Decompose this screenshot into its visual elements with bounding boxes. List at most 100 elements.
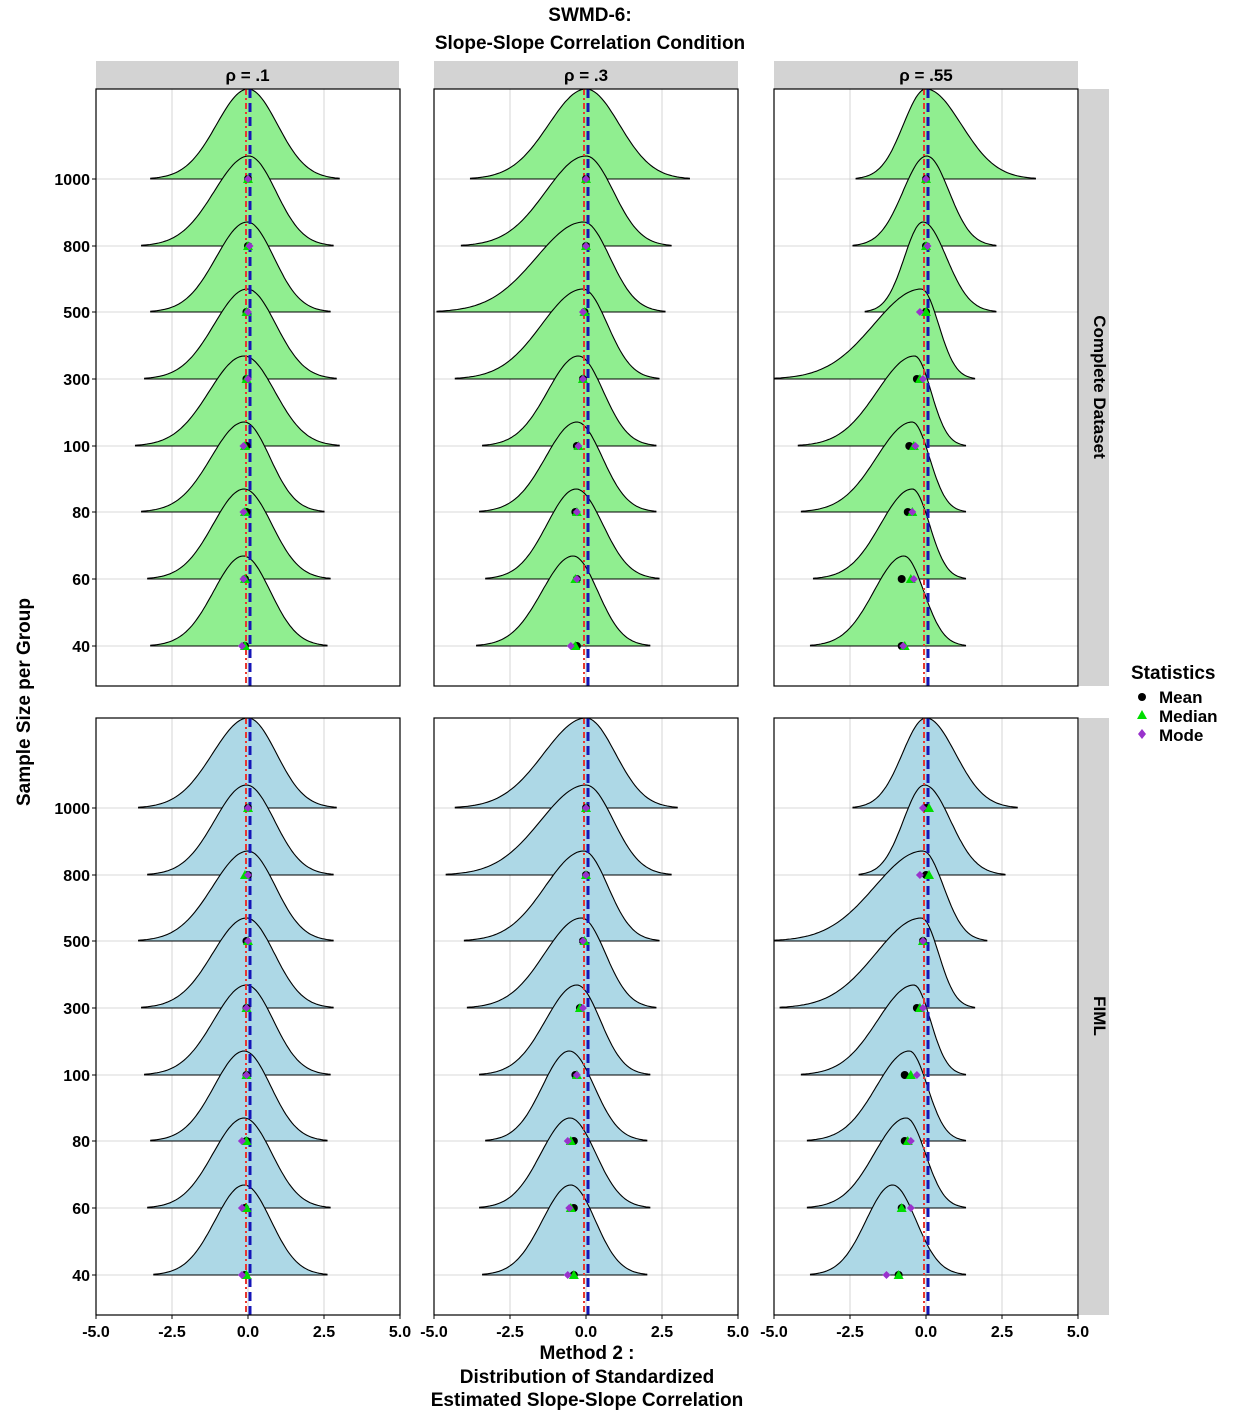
panel-r2-c1 <box>92 717 401 1319</box>
panel-r1-c1 <box>92 88 401 687</box>
mode-point <box>572 508 581 516</box>
mode-point <box>582 804 590 812</box>
y-tick-label: 1000 <box>54 172 90 189</box>
mode-point <box>244 871 252 879</box>
mode-point <box>565 1204 574 1212</box>
mode-point <box>244 308 252 316</box>
mode-point <box>923 242 932 250</box>
mode-point <box>906 1204 915 1212</box>
mode-point <box>915 871 924 879</box>
legend-title: Statistics <box>1131 663 1215 684</box>
y-tick-label: 100 <box>63 439 90 456</box>
mode-point <box>918 1004 927 1012</box>
y-tick-label: 40 <box>72 1268 90 1285</box>
x-axis-title-line-2: Distribution of Standardized <box>460 1367 714 1388</box>
density-ridge-n300 <box>466 917 657 1009</box>
mode-point <box>563 1271 572 1279</box>
density-ridge-n1000 <box>454 718 678 809</box>
y-tick-labels: 40 60 80 100 300 500 800 1000 40 60 80 100 300 500 800… <box>54 172 90 1285</box>
mode-point <box>908 508 917 516</box>
density-ridge-n800 <box>147 784 334 876</box>
mode-point <box>582 242 590 250</box>
legend-median-label: Median <box>1159 707 1218 726</box>
strip-label-row-2: FIML <box>1090 996 1109 1036</box>
mode-point <box>239 508 248 516</box>
mode-point <box>915 308 924 316</box>
x-tick-label: 2.5 <box>991 1324 1013 1341</box>
y-tick-label: 800 <box>63 868 90 885</box>
mode-point <box>242 1071 251 1079</box>
density-ridge-n100 <box>479 984 651 1076</box>
mode-point <box>918 937 927 945</box>
density-ridge-n500 <box>864 221 997 313</box>
density-ridge-n40 <box>476 555 651 647</box>
mode-point <box>582 871 590 879</box>
x-tick-label: -5.0 <box>760 1324 788 1341</box>
density-ridge-n1000 <box>855 89 1036 180</box>
mode-point <box>242 1004 251 1012</box>
strip-label-col-2: ρ = .3 <box>564 66 608 85</box>
median-point <box>921 307 931 316</box>
density-ridge-n800 <box>460 155 672 247</box>
mode-point <box>237 1137 246 1145</box>
density-ridge-n60 <box>806 1117 967 1209</box>
mode-point <box>918 375 927 383</box>
y-tick-label: 300 <box>63 372 90 389</box>
x-tick-label: 5.0 <box>389 1324 411 1341</box>
density-ridge-n500 <box>150 221 331 313</box>
density-ridge-n500 <box>463 850 660 942</box>
median-point <box>905 1070 916 1079</box>
density-ridge-n80 <box>150 1050 328 1142</box>
mode-point <box>906 1137 915 1145</box>
mode-point <box>912 1071 921 1079</box>
chart-title-line-2: Slope-Slope Correlation Condition <box>435 33 745 54</box>
y-tick-label: 80 <box>72 1134 90 1151</box>
strip-label-col-3: ρ = .55 <box>899 66 953 85</box>
strip-col-2 <box>434 61 738 89</box>
y-tick-label: 100 <box>63 1068 90 1085</box>
strip-col-3 <box>774 61 1078 89</box>
median-point <box>568 1270 579 1279</box>
panel-r1-c2 <box>433 88 739 687</box>
strip-label-col-1: ρ = .1 <box>225 66 269 85</box>
strip-row-1 <box>1079 89 1109 686</box>
density-ridge-n40 <box>150 555 328 647</box>
legend-mode-symbol <box>1138 729 1146 739</box>
mode-point <box>237 642 246 650</box>
median-point <box>924 870 935 879</box>
mode-point <box>911 442 920 450</box>
column-strips: ρ = .1 ρ = .3 ρ = .55 <box>96 61 1078 89</box>
y-tick-label: 80 <box>72 505 90 522</box>
mode-point <box>582 175 590 183</box>
x-tick-label: 0.0 <box>237 1324 259 1341</box>
x-tick-label: 2.5 <box>313 1324 335 1341</box>
panels <box>92 88 1079 1319</box>
density-ridge-n60 <box>147 1117 331 1209</box>
panel-border <box>95 88 401 687</box>
mode-point <box>574 442 583 450</box>
mode-point <box>239 575 248 583</box>
mode-point <box>237 1271 246 1279</box>
legend: Statistics Mean Median Mode <box>1131 663 1218 745</box>
mode-point <box>239 442 248 450</box>
mode-point <box>578 308 587 316</box>
x-tick-label: 0.0 <box>575 1324 597 1341</box>
legend-mean-label: Mean <box>1159 688 1202 707</box>
density-ridge-n80 <box>479 421 657 513</box>
x-tick-labels: -5.0 -2.5 0.0 2.5 5.0 -5.0 -2.5 0.0 2.5 5.0 -5.0 -2… <box>82 1324 1089 1341</box>
density-ridge-n100 <box>144 984 331 1076</box>
x-tick-label: -2.5 <box>158 1324 186 1341</box>
density-ridge-n800 <box>445 784 672 876</box>
mode-point <box>572 575 581 583</box>
mode-point <box>244 804 252 812</box>
y-tick-label: 800 <box>63 239 90 256</box>
panel-r2-c3 <box>773 717 1079 1319</box>
density-ridge-n500 <box>138 850 334 942</box>
density-ridge-n300 <box>454 288 660 380</box>
y-tick-label: 1000 <box>54 801 90 818</box>
density-ridge-n1000 <box>852 718 1018 809</box>
x-axis-title-line-1: Method 2 : <box>540 1343 635 1364</box>
density-ridge-n300 <box>141 917 334 1009</box>
density-ridge-n1000 <box>138 718 337 809</box>
